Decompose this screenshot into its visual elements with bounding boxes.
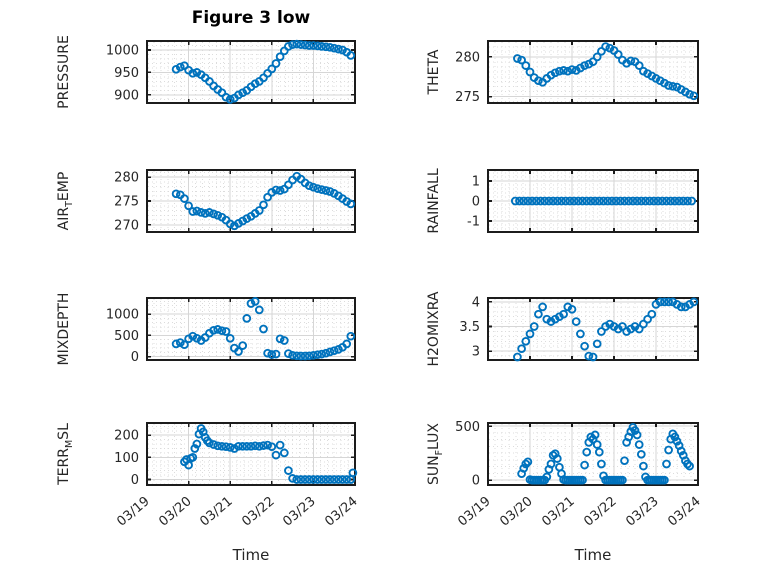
subplot-mixdepth: 0 500 1000 xyxy=(97,291,361,367)
terr_msl-y-tick-labels: 0 100 200 xyxy=(114,429,139,488)
h2omixra-y-axis-label-segment: H2OMIXRA xyxy=(426,291,442,367)
subplot-h2omixra: 3 3.5 4 xyxy=(438,291,704,367)
y-tick-label: 0 xyxy=(472,195,480,210)
rainfall-y-tick-labels: -1 0 1 xyxy=(467,175,480,230)
rainfall-markers xyxy=(510,196,697,206)
time-axis-label-left: Time xyxy=(232,546,270,564)
time-axis-label-right: Time xyxy=(574,546,612,564)
theta-canvas: 275 280 xyxy=(455,40,699,105)
theta-y-tick-labels: 275 280 xyxy=(455,50,480,105)
y-tick-label: 270 xyxy=(114,218,139,233)
terr_msl-y-axis-label-segment: SL xyxy=(56,423,72,440)
y-tick-label: 280 xyxy=(455,50,480,65)
sun_flux-canvas: 0 500 xyxy=(455,420,699,489)
y-tick-label: 275 xyxy=(455,90,480,105)
sun_flux-y-tick-labels: 0 500 xyxy=(455,420,480,489)
y-tick-label: 0 xyxy=(131,350,139,365)
y-tick-label: 900 xyxy=(114,88,139,103)
terr_msl-y-axis-label: TERRMSL xyxy=(54,369,75,539)
air_temp-y-axis-label-segment: EMP xyxy=(56,171,72,202)
rainfall-canvas: -1 0 1 xyxy=(467,169,699,233)
mixdepth-y-axis-label-segment: MIXDEPTH xyxy=(56,292,72,366)
terr_msl-y-axis-label-segment: M xyxy=(63,439,75,449)
y-tick-label: 275 xyxy=(114,195,139,210)
y-tick-label: 500 xyxy=(114,329,139,344)
pressure-markers xyxy=(171,39,356,104)
air_temp-y-tick-labels: 270 275 280 xyxy=(114,171,139,234)
y-tick-label: 200 xyxy=(114,429,139,444)
y-tick-label: 500 xyxy=(455,420,480,435)
mixdepth-markers xyxy=(171,297,356,361)
subplot-sun-flux: 0 500 xyxy=(438,416,704,492)
mixdepth-y-tick-labels: 0 500 1000 xyxy=(106,308,139,365)
figure-title: Figure 3 low xyxy=(191,8,311,28)
terr_msl-y-axis-label-segment: TERR xyxy=(56,448,72,485)
y-tick-label: -1 xyxy=(467,215,480,230)
y-tick-label: 280 xyxy=(114,171,139,186)
subplot-pressure: 900 950 1000 xyxy=(97,34,361,110)
h2omixra-markers xyxy=(513,297,699,362)
sun_flux-markers xyxy=(517,422,694,485)
h2omixra-canvas: 33.54 xyxy=(459,295,699,362)
subplot-rainfall: -1 0 1 xyxy=(438,163,704,239)
y-tick-label: 950 xyxy=(114,66,139,81)
mixdepth-canvas: 0 500 1000 xyxy=(106,297,356,365)
sun_flux-y-axis-label-segment: F xyxy=(433,449,445,456)
y-tick-label: 3.5 xyxy=(459,320,480,335)
y-tick-label: 0 xyxy=(131,473,139,488)
pressure-canvas: 900 950 1000 xyxy=(106,39,356,104)
y-tick-label: 1000 xyxy=(106,43,139,58)
h2omixra-y-tick-labels: 33.54 xyxy=(459,295,480,359)
pressure-y-axis-label-segment: PRESSURE xyxy=(56,35,72,109)
theta-y-axis-label-segment: THETA xyxy=(426,49,442,95)
air_temp-y-axis-label-segment: T xyxy=(63,201,75,207)
theta-markers xyxy=(513,42,699,101)
terr_msl-markers xyxy=(180,424,358,484)
air_temp-canvas: 270 275 280 xyxy=(114,169,356,234)
y-tick-label: 1 xyxy=(472,175,480,190)
terr_msl-canvas: 0 100 200 xyxy=(114,422,358,488)
air_temp-markers xyxy=(171,171,356,231)
y-tick-label: 1000 xyxy=(106,308,139,323)
sun_flux-y-axis-label-segment: SUN xyxy=(426,455,442,486)
rainfall-y-axis-label-segment: RAINFALL xyxy=(426,168,442,234)
subplot-terr-msl: 0 100 200 xyxy=(97,416,361,492)
air_temp-y-axis-label-segment: AIR xyxy=(56,206,72,231)
pressure-y-tick-labels: 900 950 1000 xyxy=(106,43,139,103)
sun_flux-y-axis-label: SUNFLUX xyxy=(424,369,445,539)
y-tick-label: 4 xyxy=(472,295,480,310)
sun_flux-y-axis-label-segment: LUX xyxy=(426,422,442,450)
y-tick-label: 100 xyxy=(114,451,139,466)
subplot-theta: 275 280 xyxy=(438,34,704,110)
y-tick-label: 3 xyxy=(472,345,480,360)
y-tick-label: 0 xyxy=(472,474,480,489)
subplot-air-temp: 270 275 280 xyxy=(97,163,361,239)
